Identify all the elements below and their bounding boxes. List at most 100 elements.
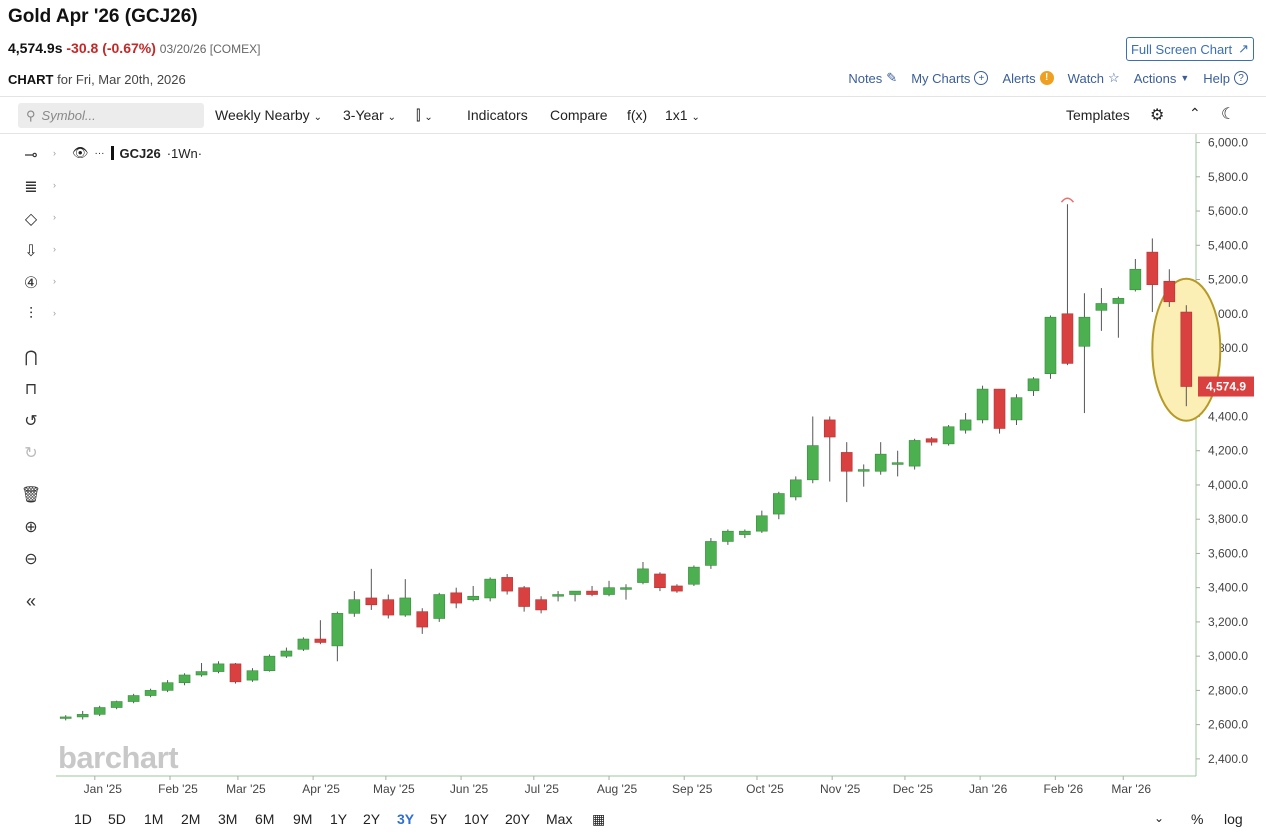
actions-menu[interactable]: Actions ▼: [1134, 71, 1190, 86]
full-screen-chart-button[interactable]: Full Screen Chart ↗: [1126, 37, 1254, 61]
timeframe-1y[interactable]: 1Y: [330, 811, 348, 827]
candle-body: [756, 515, 768, 532]
expand-icon[interactable]: ⌄: [1154, 811, 1165, 825]
watch-button[interactable]: Watch ☆: [1068, 70, 1120, 86]
collapse-sidebar-icon[interactable]: «: [25, 590, 36, 611]
help-button[interactable]: Help?: [1203, 71, 1248, 86]
candle-body: [586, 590, 598, 595]
last-price: 4,574.9s: [8, 40, 63, 56]
x-tick-label: Feb '25: [158, 782, 198, 796]
arrow-tool-icon[interactable]: ⇩ ›: [24, 243, 56, 260]
search-icon: ⚲: [26, 107, 36, 123]
fx-button[interactable]: f(x): [627, 107, 648, 123]
candle-body: [1163, 280, 1176, 303]
calendar-icon[interactable]: ▦: [592, 811, 606, 827]
chart-for-text: for Fri, Mar 20th, 2026: [57, 72, 186, 87]
number-tool-icon[interactable]: ④ ›: [23, 275, 56, 292]
layout-label: 1x1: [665, 107, 688, 123]
compare-button[interactable]: Compare: [550, 107, 608, 123]
price-tag-label: 4,574.9: [1206, 380, 1246, 394]
redo-icon[interactable]: ↻: [24, 445, 38, 462]
candle-body: [1112, 298, 1125, 304]
y-tick-label: 5,600.0: [1208, 204, 1248, 218]
undo-icon[interactable]: ↺: [24, 413, 38, 430]
timeframe-5y[interactable]: 5Y: [430, 811, 448, 827]
shape-tool-icon[interactable]: ◇ ›: [24, 211, 56, 228]
log-toggle[interactable]: log: [1224, 811, 1243, 827]
x-tick-label: Mar '25: [226, 782, 266, 796]
timeframe-3y[interactable]: 3Y: [397, 811, 415, 827]
layout-dropdown[interactable]: 1x1 ⌄: [665, 107, 700, 123]
dark-mode-icon[interactable]: ☾: [1221, 106, 1236, 123]
candle-body: [908, 440, 921, 467]
candle-body: [789, 479, 802, 498]
alerts-label: Alerts: [1002, 70, 1036, 86]
price-tag: [1198, 376, 1254, 397]
candle-body: [535, 599, 547, 611]
timeframe-1m[interactable]: 1M: [144, 811, 164, 827]
more-icon[interactable]: ···: [94, 147, 105, 159]
chart-type-dropdown[interactable]: ⫿ ⌄: [416, 107, 433, 124]
timeframe-1d[interactable]: 1D: [74, 811, 92, 827]
timeframe-2y[interactable]: 2Y: [363, 811, 381, 827]
x-tick-label: Feb '26: [1043, 782, 1083, 796]
x-tick-label: Oct '25: [746, 782, 784, 796]
high-marker: [1060, 197, 1075, 203]
collapse-icon[interactable]: ⌃: [1189, 105, 1201, 121]
zoom-in-icon[interactable]: ⊕: [24, 519, 38, 536]
y-tick-label: 5,400.0: [1208, 238, 1248, 252]
line-tool-icon[interactable]: ⊸ ›: [24, 147, 56, 164]
percent-toggle[interactable]: %: [1191, 811, 1204, 827]
timeframe-3m[interactable]: 3M: [218, 811, 238, 827]
chart-legend: 👁 ··· GCJ26 ·1Wn·: [72, 145, 202, 161]
timeframe-6m[interactable]: 6M: [255, 811, 275, 827]
frequency-dropdown[interactable]: Weekly Nearby ⌄: [215, 107, 322, 123]
magnet-icon[interactable]: ⋂: [24, 349, 38, 366]
timeframe-5d[interactable]: 5D: [108, 811, 126, 827]
candle-body: [773, 493, 785, 515]
notes-button[interactable]: Notes ✎: [848, 70, 897, 86]
candle-body: [1044, 316, 1057, 374]
timeframe-9m[interactable]: 9M: [293, 811, 313, 827]
candle-body: [331, 613, 344, 647]
timeframe-max[interactable]: Max: [546, 811, 573, 827]
my-charts-button[interactable]: My Charts +: [911, 71, 989, 86]
candle-body: [603, 587, 615, 595]
question-icon: ?: [1234, 71, 1248, 85]
candle-body: [501, 577, 513, 592]
measure-tool-icon[interactable]: ⫶ ›: [28, 306, 56, 323]
symbol-search-input[interactable]: ⚲ Symbol...: [18, 103, 204, 128]
help-label: Help: [1203, 70, 1230, 86]
y-tick-label: 5,800.0: [1208, 170, 1248, 184]
timeframe-20y[interactable]: 20Y: [505, 811, 530, 827]
zoom-out-icon[interactable]: ⊖: [24, 551, 38, 568]
candle-body: [806, 445, 819, 481]
trash-icon[interactable]: 🗑: [20, 487, 42, 504]
candle-body: [959, 419, 972, 431]
chevron-down-icon: ⌄: [313, 112, 322, 123]
candle-body: [365, 597, 378, 606]
y-tick-label: 3,400.0: [1208, 581, 1248, 595]
eye-icon[interactable]: 👁: [72, 145, 89, 160]
chart-label: CHART: [8, 72, 54, 87]
candlestick-icon: ⫿: [416, 107, 421, 123]
price-chart[interactable]: 2,400.0 2,600.0 2,800.0 3,000.0 3,200.0 3,400…: [0, 0, 1266, 806]
alerts-button[interactable]: Alerts!: [1002, 70, 1054, 86]
templates-button[interactable]: Templates: [1066, 107, 1130, 123]
fib-tool-icon[interactable]: ≣ ›: [24, 179, 56, 196]
candle-body: [1129, 268, 1142, 291]
timeframe-10y[interactable]: 10Y: [464, 811, 489, 827]
y-tick-label: 4,200.0: [1208, 444, 1248, 458]
x-tick-label: Apr '25: [302, 782, 340, 796]
x-tick-label: May '25: [373, 782, 415, 796]
barchart-watermark: barchart: [58, 740, 179, 775]
gear-icon[interactable]: ⚙: [1150, 107, 1165, 124]
y-tick-label: 2,800.0: [1208, 683, 1248, 697]
indicators-button[interactable]: Indicators: [467, 107, 528, 123]
y-tick-label: 2,600.0: [1208, 718, 1248, 732]
candle-body: [518, 587, 530, 607]
range-dropdown[interactable]: 3-Year ⌄: [343, 107, 396, 123]
x-tick-label: Jan '25: [84, 782, 123, 796]
lock-icon[interactable]: ⊓: [24, 381, 38, 398]
timeframe-2m[interactable]: 2M: [181, 811, 201, 827]
